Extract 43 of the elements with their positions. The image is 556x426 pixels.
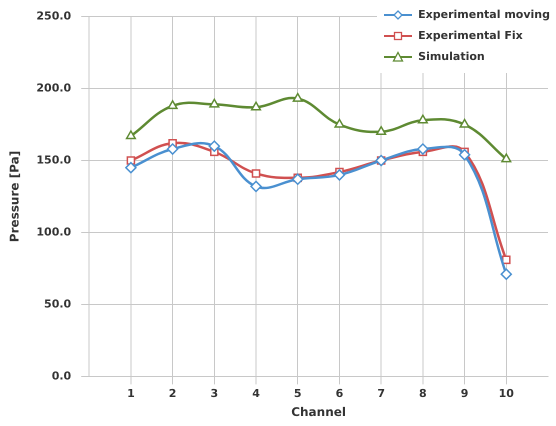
x-axis-title: Channel: [291, 404, 346, 419]
point: [418, 114, 428, 124]
y-tick-label: 100.0: [36, 225, 72, 238]
point: [250, 180, 262, 192]
point: [166, 143, 178, 155]
x-tick-label: 2: [168, 386, 176, 400]
x-tick-label: 7: [377, 386, 385, 400]
y-tick-label: 250.0: [36, 9, 72, 22]
legend-label: Experimental Fix: [418, 29, 523, 42]
x-tick-label: 5: [294, 386, 302, 400]
y-tick-label: 150.0: [36, 153, 72, 166]
x-tick-label: 6: [336, 386, 344, 400]
point: [125, 162, 137, 174]
y-tick-label: 50.0: [44, 297, 72, 310]
point: [209, 98, 220, 108]
point: [334, 169, 346, 181]
x-tick-label: 1: [127, 386, 135, 400]
y-tick-label: 0.0: [52, 369, 72, 382]
point: [208, 140, 220, 152]
point: [460, 118, 470, 128]
point: [292, 173, 304, 185]
y-axis-title: Pressure [Pa]: [7, 150, 22, 242]
point: [417, 143, 429, 155]
y-tick-label: 200.0: [36, 81, 72, 94]
x-tick-label: 8: [419, 386, 427, 400]
point: [292, 92, 303, 102]
x-tick-label: 3: [210, 386, 218, 400]
legend-label: Experimental moving: [418, 8, 550, 21]
x-tick-label: 10: [498, 386, 514, 400]
point: [250, 102, 262, 111]
point: [126, 130, 136, 140]
point: [501, 153, 512, 162]
point: [334, 118, 345, 128]
point: [168, 100, 178, 110]
point: [500, 268, 512, 280]
point: [458, 149, 470, 161]
point: [376, 126, 386, 135]
point: [126, 156, 136, 165]
legend-label: Simulation: [418, 50, 485, 63]
point: [252, 169, 260, 178]
x-tick-label: 9: [460, 386, 468, 400]
x-tick-label: 4: [252, 386, 260, 400]
point: [502, 256, 511, 264]
